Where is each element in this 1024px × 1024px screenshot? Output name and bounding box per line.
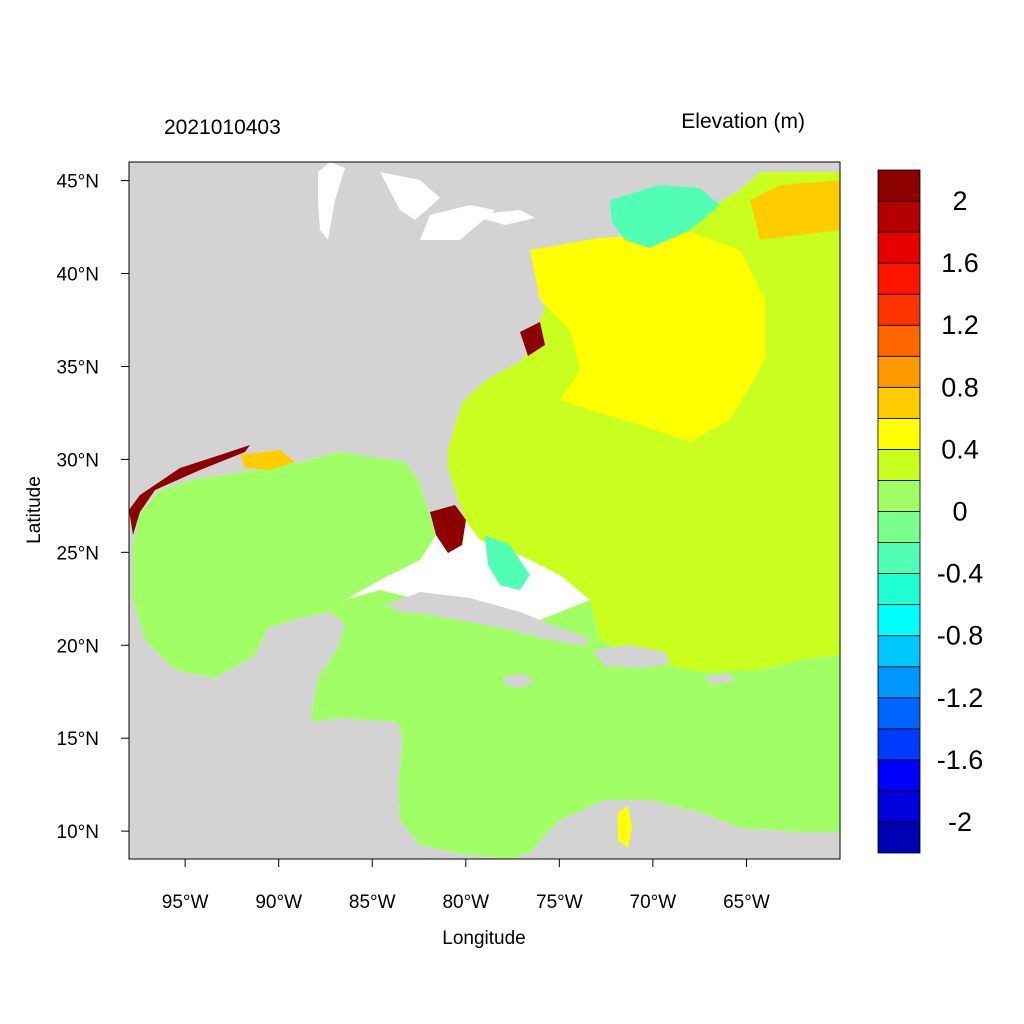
- colorbar-swatch: [877, 821, 921, 854]
- map-frame: [128, 161, 841, 860]
- x-tick-label: 80°W: [442, 892, 489, 913]
- y-tick-label: 45°N: [57, 172, 99, 193]
- colorbar-swatch: [877, 324, 921, 357]
- colorbar-label: -2: [948, 807, 972, 837]
- colorbar-swatch: [877, 666, 921, 699]
- gulf-coast-surge: [129, 445, 250, 535]
- colorbar-label: 1.6: [941, 248, 979, 278]
- gulf-of-mexico-region: [133, 452, 436, 678]
- colorbar-swatch: [877, 480, 921, 512]
- y-tick-label: 15°N: [57, 729, 99, 750]
- y-tick-label: 40°N: [57, 265, 99, 286]
- latitude-axis: 45°N 40°N 35°N 30°N 25°N 20°N 15°N 10°N: [57, 172, 129, 843]
- colorbar-swatch: [877, 604, 921, 637]
- colorbar-label: 0.4: [941, 434, 979, 464]
- colorbar-swatch: [877, 728, 921, 761]
- variable-title: Elevation (m): [681, 110, 805, 133]
- y-axis-label: Latitude: [24, 476, 45, 544]
- colorbar-label: 0: [952, 497, 967, 527]
- caribbean-region: [312, 590, 840, 859]
- x-tick-label: 70°W: [630, 892, 677, 913]
- southeast-shelf-region: [750, 180, 840, 240]
- louisiana-coast-surge: [240, 450, 295, 470]
- colorbar-swatch: [877, 790, 921, 823]
- colorbar-label: 0.8: [941, 372, 979, 402]
- jamaica-island: [503, 674, 535, 688]
- colorbar-swatch: [877, 293, 921, 326]
- colorbar-swatch: [877, 635, 921, 668]
- colorbar-label: -1.2: [937, 683, 984, 713]
- x-tick-label: 85°W: [349, 892, 396, 913]
- south-florida-surge: [430, 505, 466, 553]
- colorbar-swatch: [877, 759, 921, 792]
- colorbar-swatch: [877, 417, 921, 450]
- x-axis-label: Longitude: [442, 928, 525, 949]
- colorbar-swatch: [877, 200, 921, 233]
- longitude-axis: 95°W 90°W 85°W 80°W 75°W 70°W 65°W: [162, 859, 770, 913]
- lake-maracaibo: [618, 806, 632, 848]
- forecast-timestamp: 2021010403: [164, 116, 281, 139]
- y-tick-label: 10°N: [57, 822, 99, 843]
- colorbar-swatch: [877, 697, 921, 730]
- colorbar-swatch: [877, 355, 921, 388]
- bahamas-banks-region: [485, 535, 530, 590]
- colorbar-swatch: [877, 262, 921, 295]
- colorbar-label: -0.8: [937, 621, 984, 651]
- colorbar-label: 2: [952, 186, 967, 216]
- map-panel: [128, 161, 841, 860]
- cuba-island: [385, 592, 590, 646]
- colorbar-swatch: [877, 231, 921, 264]
- colorbar-swatch: [877, 511, 921, 543]
- y-tick-label: 25°N: [57, 543, 99, 564]
- colorbar-swatch: [877, 386, 921, 419]
- colorbar-swatch: [877, 542, 921, 574]
- colorbar: 2 1.6 1.2 0.8 0.4 0 -0.4 -0.8 -1.2 -1.6 -2: [877, 169, 984, 854]
- y-tick-label: 20°N: [57, 636, 99, 657]
- x-tick-label: 90°W: [255, 892, 302, 913]
- colorbar-label: 1.2: [941, 310, 979, 340]
- land-mass: [129, 162, 840, 859]
- mid-atlantic-surge: [520, 322, 545, 356]
- x-tick-label: 95°W: [162, 892, 209, 913]
- y-tick-label: 30°N: [57, 450, 99, 471]
- hispaniola-island: [592, 645, 670, 668]
- puerto-rico-island: [705, 674, 735, 684]
- y-tick-label: 35°N: [57, 357, 99, 378]
- great-lakes: [318, 162, 535, 240]
- colorbar-swatch: [877, 449, 921, 481]
- gulf-of-maine-region: [610, 185, 720, 248]
- sargasso-high-region: [530, 232, 765, 442]
- colorbar-swatch: [877, 169, 921, 202]
- x-tick-label: 65°W: [723, 892, 770, 913]
- colorbar-swatch: [877, 573, 921, 606]
- x-tick-label: 75°W: [536, 892, 583, 913]
- colorbar-label: -0.4: [937, 559, 984, 589]
- colorbar-label: -1.6: [937, 745, 984, 775]
